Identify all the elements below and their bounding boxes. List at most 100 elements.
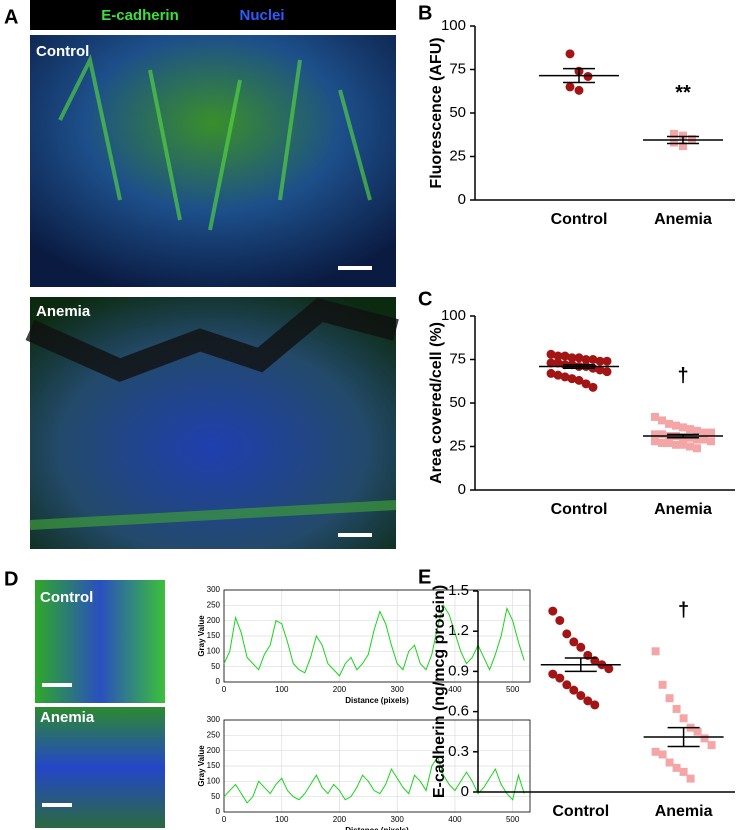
y-tick-label: 25 [449,437,466,454]
x-tick-label: 300 [391,685,405,694]
data-point [595,365,605,375]
y-axis-label: Gray Value [197,745,206,787]
data-point [658,430,666,439]
data-point [672,440,680,449]
channel-label: Nuclei [239,7,284,24]
y-tick-label: 100 [207,776,221,785]
x-tick-label: 400 [448,685,462,694]
x-tick-label: Anemia [655,803,713,820]
line [223,755,525,804]
data-point [651,430,659,439]
data-point [665,439,673,448]
y-tick-label: 25 [449,147,466,164]
y-tick-label: 0.6 [448,703,469,720]
y-tick-label: 100 [441,307,466,324]
x-tick-label: 400 [448,815,462,824]
data-point [679,142,687,151]
data-point [602,356,612,366]
data-point [569,685,579,695]
anemia-image [35,707,165,828]
x-axis-label: Distance (pixels) [345,826,409,830]
y-tick-label: 100 [207,646,221,655]
data-point [565,82,575,92]
data-point [707,437,715,446]
data-point [672,763,681,772]
x-tick-label: 0 [222,815,227,824]
data-point [658,439,666,448]
data-point [686,425,694,434]
x-tick-label: 100 [275,685,289,694]
data-point [665,758,674,767]
y-tick-label: 100 [441,17,466,34]
data-point [693,727,702,736]
plot-frame [223,589,531,683]
data-point [588,382,598,392]
y-tick-label: 0.3 [448,743,469,760]
image-label: Anemia [36,303,91,320]
y-tick-label: 0.9 [448,662,469,679]
panel-label: C [418,288,432,310]
data-point [590,700,600,710]
data-point [574,353,584,363]
data-point [546,349,556,359]
data-point [553,351,563,361]
error-bar [667,135,699,145]
data-point [602,367,612,377]
y-axis-label: E-cadherin (ng/mcg protein) [431,585,448,798]
data-point [679,131,687,140]
data-point [604,664,614,674]
data-point [700,734,709,743]
data-point [581,379,591,389]
data-point [546,358,556,368]
data-point [707,428,715,437]
image-texture [29,500,397,530]
y-tick-label: 75 [449,60,466,77]
annotation: † [677,365,688,387]
error-bar [667,726,700,748]
y-tick-label: 0 [458,481,466,498]
data-point [595,356,605,366]
data-point [560,351,570,361]
image-label: Control [40,589,93,606]
y-tick-label: 300 [207,585,221,594]
data-point [574,85,584,95]
data-point [693,435,701,444]
data-point [651,412,659,421]
data-point [665,694,674,703]
data-point [576,691,586,701]
annotation: ** [675,82,691,104]
y-tick-label: 50 [211,662,220,671]
y-tick-label: 150 [207,761,221,770]
data-point [679,767,688,776]
data-point [583,696,593,706]
x-tick-label: 0 [222,685,227,694]
data-point [555,615,565,625]
y-tick-label: 0 [458,191,466,208]
control-image [35,580,165,703]
image-texture [58,54,372,231]
x-tick-label: 200 [333,685,347,694]
data-point [679,714,688,723]
error-bar [563,67,595,84]
data-point [583,71,593,81]
y-tick-label: 150 [207,631,221,640]
y-tick-label: 1.5 [448,582,469,599]
y-tick-label: 0 [216,677,221,686]
y-tick-label: 50 [211,792,220,801]
y-tick-label: 300 [207,715,221,724]
x-tick-label: 200 [333,815,347,824]
y-tick-label: 250 [207,730,221,739]
data-point [679,423,687,432]
data-point [562,629,572,639]
y-axis-label: Area covered/cell (%) [428,322,445,484]
data-point [548,606,558,616]
data-point [658,680,667,689]
image-label: Anemia [40,709,95,726]
data-point [576,642,586,652]
error-bar [563,363,595,369]
data-point [658,416,666,425]
y-tick-label: 200 [207,616,221,625]
x-tick-label: 500 [506,685,520,694]
data-point [574,375,584,385]
